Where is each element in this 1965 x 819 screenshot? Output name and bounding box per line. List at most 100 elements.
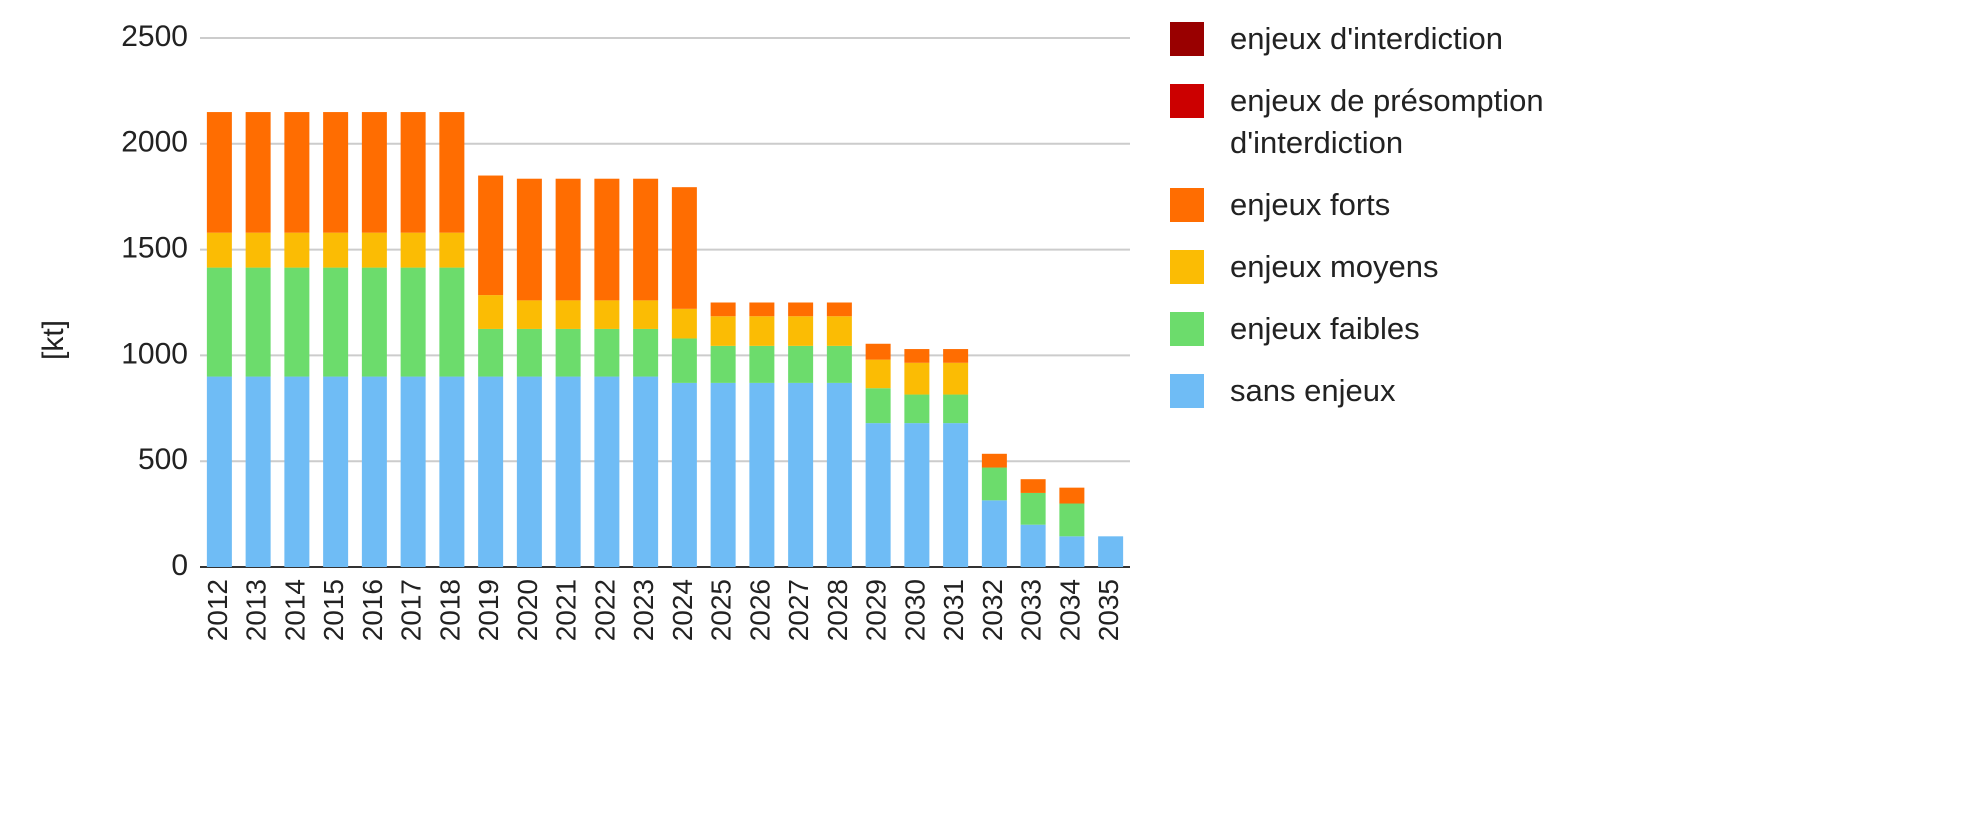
- bar-segment: [439, 112, 465, 233]
- bar-segment: [904, 362, 930, 395]
- bar-segment: [943, 349, 969, 363]
- bar-segment: [749, 382, 775, 567]
- bar-segment: [865, 423, 891, 567]
- bar-segment: [826, 382, 852, 567]
- legend-label: enjeux faibles: [1230, 311, 1420, 346]
- bar-segment: [516, 178, 542, 301]
- x-tick-label: 2016: [357, 579, 388, 641]
- bar-segment: [478, 175, 504, 296]
- bar-segment: [478, 328, 504, 377]
- bar-segment: [710, 382, 736, 567]
- bar-segment: [943, 394, 969, 424]
- bar-segment: [671, 308, 697, 339]
- bar-segment: [788, 316, 814, 346]
- legend-swatch: [1170, 312, 1204, 346]
- bar-segment: [400, 232, 426, 268]
- legend-swatch: [1170, 84, 1204, 118]
- bar-segment: [943, 423, 969, 567]
- bar-segment: [1059, 503, 1085, 537]
- bar-segment: [555, 328, 581, 377]
- bar-segment: [1020, 492, 1046, 525]
- legend-label: enjeux de présomption d'interdiction: [1230, 83, 1544, 160]
- bar-segment: [1098, 536, 1124, 567]
- bar-segment: [439, 376, 465, 567]
- bar-segment: [206, 232, 232, 268]
- legend-label: enjeux d'interdiction: [1230, 21, 1504, 56]
- bar-segment: [245, 267, 271, 377]
- bar-segment: [865, 343, 891, 360]
- x-tick-label: 2032: [977, 579, 1008, 641]
- x-tick-label: 2026: [744, 579, 775, 641]
- bar-segment: [749, 345, 775, 383]
- bar-segment: [206, 376, 232, 567]
- x-tick-label: 2023: [628, 579, 659, 641]
- bar-segment: [710, 345, 736, 383]
- y-tick-label: 2500: [121, 20, 188, 53]
- bar-segment: [710, 302, 736, 317]
- bar-segment: [555, 178, 581, 301]
- bar-segment: [1020, 524, 1046, 567]
- bar-segment: [555, 300, 581, 329]
- x-tick-label: 2024: [667, 579, 698, 641]
- x-tick-label: 2018: [434, 579, 465, 641]
- legend-label: enjeux moyens: [1230, 249, 1439, 284]
- legend: enjeux d'interdiction enjeux de présompti…: [1165, 18, 1965, 432]
- bar-segment: [284, 267, 310, 377]
- x-tick-label: 2013: [241, 579, 272, 641]
- bar-segment: [594, 328, 620, 377]
- x-tick-label: 2030: [899, 579, 930, 641]
- bar-segment: [555, 376, 581, 567]
- bar-segment: [865, 359, 891, 389]
- bar-segment: [788, 345, 814, 383]
- bar-segment: [439, 267, 465, 377]
- legend-item: enjeux faibles: [1165, 308, 1570, 350]
- bar-segment: [594, 300, 620, 329]
- bar-segment: [361, 232, 387, 268]
- bar-segment: [981, 453, 1007, 468]
- bar-segment: [245, 232, 271, 268]
- y-tick-label: 2000: [121, 126, 188, 159]
- bar-segment: [439, 232, 465, 268]
- bar-segment: [361, 267, 387, 377]
- x-tick-label: 2027: [783, 579, 814, 641]
- bar-segment: [749, 302, 775, 317]
- bar-segment: [788, 382, 814, 567]
- legend-item: sans enjeux: [1165, 370, 1570, 412]
- legend-swatch: [1170, 250, 1204, 284]
- bar-segment: [904, 349, 930, 363]
- bar-segment: [710, 316, 736, 346]
- y-tick-label: 1000: [121, 337, 188, 370]
- bar-segment: [865, 388, 891, 424]
- x-tick-label: 2019: [473, 579, 504, 641]
- bar-segment: [1059, 487, 1085, 504]
- bar-segment: [633, 300, 659, 329]
- bar-segment: [981, 467, 1007, 501]
- legend-item: enjeux d'interdiction: [1165, 18, 1570, 60]
- bar-segment: [245, 112, 271, 233]
- bar-segment: [594, 178, 620, 301]
- bar-segment: [516, 376, 542, 567]
- bar-segment: [633, 328, 659, 377]
- bar-segment: [981, 500, 1007, 567]
- bar-segment: [323, 267, 349, 377]
- x-tick-label: 2025: [706, 579, 737, 641]
- bar-segment: [361, 376, 387, 567]
- bar-segment: [1059, 536, 1085, 567]
- bar-segment: [478, 376, 504, 567]
- bar-segment: [284, 112, 310, 233]
- bar-segment: [400, 267, 426, 377]
- x-tick-label: 2035: [1093, 579, 1124, 641]
- bar-segment: [478, 295, 504, 329]
- legend-label: enjeux forts: [1230, 187, 1391, 222]
- y-tick-label: 1500: [121, 232, 188, 265]
- bar-segment: [206, 267, 232, 377]
- x-tick-label: 2022: [589, 579, 620, 641]
- legend-label: sans enjeux: [1230, 373, 1396, 408]
- bar-segment: [671, 382, 697, 567]
- x-tick-label: 2021: [551, 579, 582, 641]
- bar-segment: [323, 232, 349, 268]
- x-tick-label: 2015: [318, 579, 349, 641]
- bar-segment: [245, 376, 271, 567]
